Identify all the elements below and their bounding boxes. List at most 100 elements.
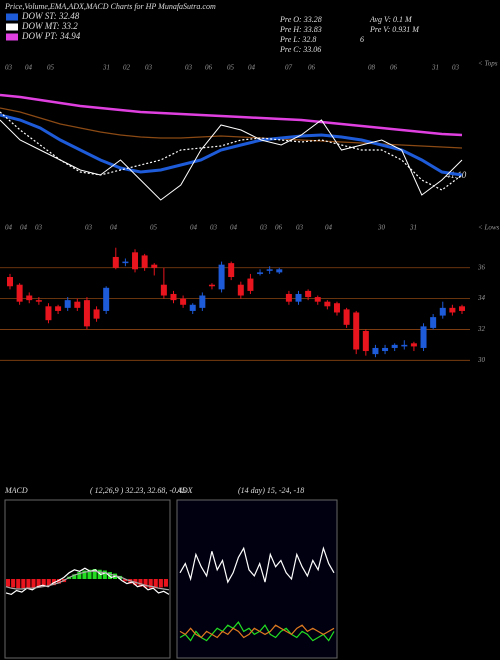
legend-swatch — [6, 23, 18, 31]
macd-bar — [82, 570, 87, 579]
macd-bar — [138, 579, 143, 587]
date-label: 03 — [5, 64, 13, 72]
ema-line — [0, 119, 463, 201]
adx-frame — [176, 499, 338, 659]
date-label: 06 — [308, 64, 316, 72]
legend-entry: DOW PT: 34.94 — [21, 31, 81, 41]
date-label: 03 — [85, 224, 93, 232]
candle-body — [45, 306, 52, 321]
adx-subtitle: (14 day) 15, -24, -18 — [238, 486, 304, 495]
date-label: 04 — [190, 224, 198, 232]
info-text: Pre L: 32.8 — [279, 35, 316, 44]
date-label: 03 — [35, 224, 43, 232]
date-label: 03 — [452, 64, 460, 72]
date-label: 03 — [296, 224, 304, 232]
macd-subtitle: ( 12,26,9 ) 32.23, 32.68, -0.45 — [90, 486, 186, 495]
date-label: 02 — [123, 64, 131, 72]
candle-body — [26, 295, 33, 301]
candle-body — [285, 293, 292, 302]
ema-line — [0, 107, 463, 149]
macd-bar — [123, 579, 128, 582]
candle-body — [247, 278, 254, 291]
macd-bar — [163, 579, 168, 587]
candle-body — [305, 290, 312, 298]
macd-bar — [143, 579, 148, 588]
date-label: 06 — [390, 64, 398, 72]
candle-body — [83, 300, 90, 327]
candle-body — [16, 284, 23, 302]
candle-body — [228, 263, 235, 278]
date-label: 03 — [260, 224, 268, 232]
adx-line — [179, 621, 335, 642]
date-label: 31 — [409, 224, 417, 232]
legend-swatch — [6, 33, 18, 41]
macd-title: MACD — [4, 486, 28, 495]
macd-bar — [107, 572, 112, 579]
candle-body — [180, 298, 187, 305]
y-tick-label: 32 — [477, 325, 486, 333]
candle-body — [420, 326, 427, 348]
date-label: 31 — [431, 64, 439, 72]
macd-line — [5, 570, 170, 591]
candle-body — [7, 277, 13, 287]
macd-line — [5, 567, 170, 596]
macd-bar — [158, 579, 163, 588]
date-label: 05 — [47, 64, 55, 72]
macd-bar — [21, 579, 26, 589]
date-label: 04 — [325, 224, 333, 232]
info-text: Pre V: 0.931 M — [369, 25, 420, 34]
candle-body — [449, 307, 456, 313]
candle-body — [333, 303, 340, 313]
macd-bar — [11, 579, 16, 588]
macd-bar — [72, 574, 77, 579]
date-label: 06 — [205, 64, 213, 72]
candle-body — [257, 272, 264, 274]
macd-bar — [41, 579, 46, 587]
date-label: 04 — [5, 224, 13, 232]
legend-swatch — [6, 13, 18, 21]
date-label: 04 — [110, 224, 118, 232]
candle-body — [343, 309, 350, 325]
candle-body — [132, 252, 139, 270]
candle-body — [314, 297, 321, 302]
candle-body — [122, 261, 129, 264]
adx-line — [179, 546, 335, 584]
candle-body — [391, 344, 398, 348]
candle-body — [55, 306, 62, 311]
macd-bar — [31, 579, 36, 589]
candle-body — [410, 343, 417, 347]
y-tick-label: 36 — [477, 263, 486, 271]
candle-body — [362, 330, 369, 352]
candle-body — [353, 312, 360, 350]
candle-body — [266, 269, 273, 271]
date-label: 07 — [285, 64, 293, 72]
page-title: Price,Volume,EMA,ADX,MACD Charts for HP … — [4, 2, 216, 11]
legend-entry: DOW MT: 33.2 — [21, 21, 78, 31]
candle-body — [208, 284, 215, 287]
candle-body — [382, 347, 389, 352]
date-label: 08 — [368, 64, 376, 72]
date-label: 03 — [210, 224, 218, 232]
candle-body — [401, 344, 408, 347]
info-text: Pre O: 33.28 — [279, 15, 322, 24]
info-text: Avg V: 0.1 M — [369, 15, 413, 24]
candle-body — [295, 293, 302, 302]
tops-label: < Tops — [478, 60, 498, 68]
macd-bar — [77, 572, 82, 579]
date-label: 03 — [145, 64, 153, 72]
macd-bar — [148, 579, 153, 589]
macd-bar — [26, 579, 31, 590]
date-label: 04 — [230, 224, 238, 232]
date-label: 30 — [377, 224, 386, 232]
candle-body — [64, 300, 71, 308]
y-tick-label: 30 — [477, 356, 486, 364]
macd-bar — [46, 579, 51, 586]
candle-body — [189, 304, 196, 311]
candle-body — [324, 301, 331, 307]
candle-body — [112, 256, 119, 268]
candle-body — [35, 300, 42, 302]
candle-body — [141, 255, 148, 268]
candle-body — [459, 306, 465, 311]
date-label: 05 — [150, 224, 158, 232]
